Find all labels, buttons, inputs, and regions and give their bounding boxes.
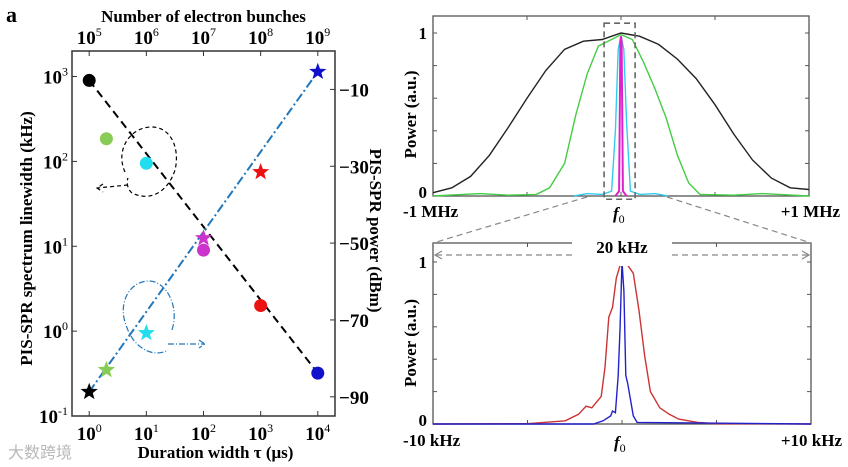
black-spectrum-line [432, 32, 810, 194]
span-label: 20 kHz [596, 238, 648, 257]
y-tick-label: 103 [43, 65, 68, 89]
right-axis-arrow [168, 339, 207, 349]
magenta-spectrum-line [614, 36, 628, 197]
x-max-label: +10 kHz [781, 431, 843, 450]
x-top-tick-label: 109 [305, 25, 330, 49]
y-axis-label: PIS-SPR spectrum linewidth (kHz) [17, 111, 36, 366]
x-tick-label: 103 [248, 421, 273, 445]
y-right-tick-label: −70 [339, 311, 369, 332]
x-tick-label: 104 [305, 421, 330, 445]
y-tick-label: 0 [419, 183, 428, 202]
x-min-label: -10 kHz [403, 431, 461, 450]
y-right-tick-label: −10 [339, 80, 369, 101]
power-star-point [80, 382, 98, 400]
x-max-label: +1 MHz [781, 202, 841, 221]
y-tick-label: 101 [43, 234, 68, 258]
panel-label: a [6, 2, 17, 27]
zoom-connector-left [432, 196, 588, 244]
x-top-tick-label: 107 [191, 25, 216, 49]
y-tick-label: 102 [43, 149, 68, 173]
left-axis-arrow [95, 183, 129, 193]
x-center-label: f0 [614, 433, 626, 455]
linewidth-power-chart: 100 101 102 103 104 105 106 107 108 109 103 102 101 1… [17, 7, 385, 462]
linewidth-point [99, 132, 113, 146]
y-axis-label: Power (a.u.) [401, 71, 420, 159]
blue-spectrum-line [433, 261, 812, 425]
linewidth-point [254, 299, 268, 313]
x-min-label: -1 MHz [403, 202, 459, 221]
watermark: 大数跨境 [8, 443, 72, 462]
linewidth-fit-line [88, 79, 319, 374]
y-tick-label: 1 [419, 253, 428, 272]
linewidth-point [139, 156, 153, 170]
y-right-axis-label: PIS-SPR power (dBm) [366, 148, 385, 312]
x-top-tick-label: 106 [134, 25, 159, 49]
linewidth-point [197, 243, 210, 257]
x-center-label: f0 [613, 204, 625, 226]
y-tick-label: 0 [419, 411, 428, 430]
x-top-axis-label: Number of electron bunches [101, 7, 306, 26]
y-right-tick-label: −30 [339, 157, 369, 178]
khz-spectrum-chart: 0 1 Power (a.u.) -10 kHz f0 +10 kHz 20 kHz [401, 196, 843, 455]
power-annotation-ellipse [122, 280, 175, 354]
red-spectrum-line [432, 261, 812, 425]
power-star-point [194, 229, 213, 246]
span-arrow-heads [433, 250, 811, 260]
y-tick-label: 1 [419, 24, 428, 43]
mhz-spectrum-chart: 0 1 Power (a.u.) -1 MHz f0 +1 MHz [401, 15, 841, 226]
linewidth-point [82, 73, 96, 87]
linewidth-point [311, 366, 325, 380]
linewidth-annotation-ellipse [121, 126, 177, 197]
x-tick-label: 102 [191, 421, 216, 445]
zoom-box [603, 22, 636, 201]
x-top-tick-label: 105 [77, 25, 102, 49]
power-fit-line [88, 71, 319, 393]
power-star-point [309, 62, 327, 79]
x-tick-label: 100 [77, 421, 102, 445]
y-right-tick-label: −90 [339, 388, 369, 409]
x-tick-label: 101 [134, 421, 159, 445]
green-spectrum-line [432, 33, 810, 197]
power-star-point [137, 324, 155, 341]
zoom-connector-right [666, 196, 812, 244]
power-star-point [252, 163, 270, 180]
span-label-background [572, 236, 672, 266]
x-top-tick-label: 108 [248, 25, 273, 49]
y-axis-label: Power (a.u.) [401, 299, 420, 387]
y-tick-label: 10-1 [39, 404, 68, 428]
x-axis-label: Duration width τ (μs) [138, 443, 294, 462]
y-tick-label: 100 [43, 319, 68, 343]
y-right-tick-label: −50 [339, 234, 369, 255]
power-star-point [97, 360, 115, 378]
